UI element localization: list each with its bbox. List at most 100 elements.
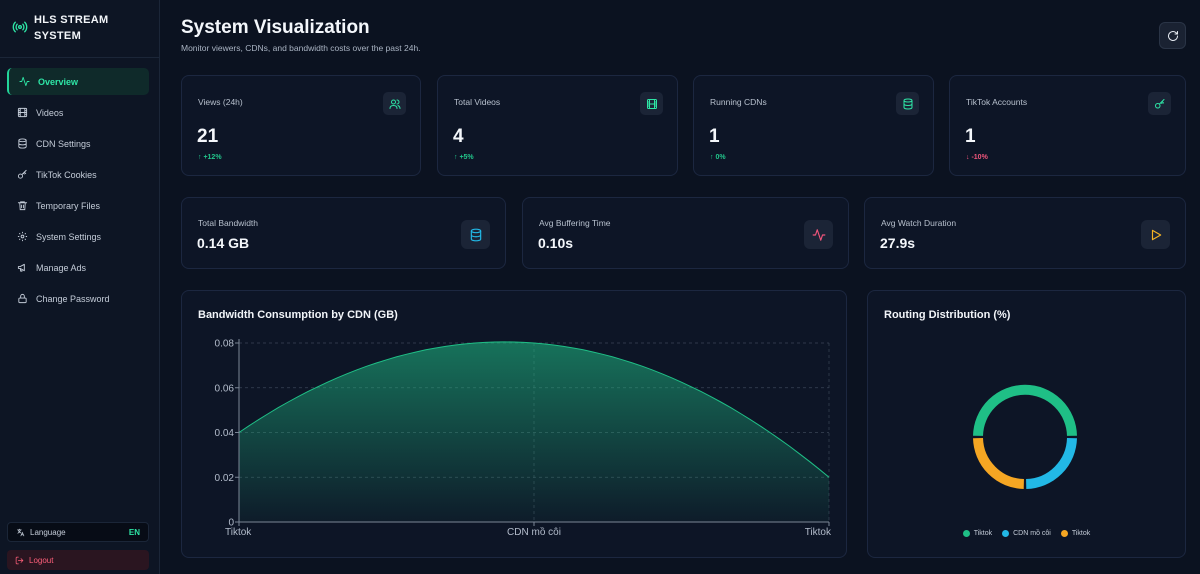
donut-slice[interactable] [973, 384, 1077, 437]
stat-label: TikTok Accounts [966, 97, 1028, 107]
sidebar-item-cdn-settings[interactable]: CDN Settings [7, 130, 149, 157]
users-icon [389, 99, 400, 109]
routing-chart-card: Routing Distribution (%) Tiktok CDN mồ c… [867, 290, 1186, 558]
chart-legend: Tiktok CDN mồ côi Tiktok [868, 530, 1185, 537]
legend-label: Tiktok [973, 530, 993, 537]
sidebar-footer: Language EN Logout [7, 522, 149, 574]
stat-label: Running CDNs [710, 97, 767, 107]
sidebar-item-label: CDN Settings [36, 138, 91, 149]
legend-item: CDN mồ côi [1002, 530, 1051, 537]
sidebar-item-label: System Settings [36, 231, 102, 242]
stat-card-total-videos: Total Videos 4 ↑ +5% [437, 75, 678, 176]
page-title: System Visualization [181, 17, 370, 38]
sidebar-item-system-settings[interactable]: System Settings [7, 223, 149, 250]
stat-card-views: Views (24h) 21 ↑ +12% [181, 75, 421, 176]
y-tick-label: 0 [228, 518, 234, 529]
brand-title-line2: SYSTEM [34, 30, 82, 42]
page-subtitle: Monitor viewers, CDNs, and bandwidth cos… [181, 43, 421, 53]
y-tick-label: 0.02 [215, 473, 235, 484]
logout-icon [15, 556, 24, 564]
x-tick-label: Tiktok [225, 527, 252, 538]
trash-icon [17, 201, 28, 211]
language-selector[interactable]: Language EN [7, 522, 149, 542]
sidebar-item-manage-ads[interactable]: Manage Ads [7, 254, 149, 281]
stat-trend: ↑ +12% [198, 154, 222, 161]
key-icon [1154, 98, 1164, 108]
metric-value: 0.10s [538, 235, 574, 251]
translate-icon [17, 528, 25, 536]
bandwidth-chart-card: Bandwidth Consumption by CDN (GB) 0.08 0.… [181, 290, 847, 558]
bandwidth-area [239, 341, 829, 522]
key-icon [17, 169, 27, 179]
refresh-button[interactable] [1159, 22, 1186, 49]
sidebar-item-label: TikTok Cookies [36, 169, 97, 180]
chart-title: Routing Distribution (%) [884, 309, 1011, 321]
x-tick-label: CDN mồ côi [507, 526, 561, 538]
y-tick-label: 0.04 [215, 428, 235, 439]
sidebar-item-label: Overview [38, 76, 79, 87]
metric-value: 27.9s [880, 235, 916, 251]
metric-label: Avg Buffering Time [539, 218, 611, 228]
donut-slice[interactable] [1025, 437, 1077, 489]
legend-label: CDN mồ côi [1013, 530, 1051, 537]
sidebar-item-videos[interactable]: Videos [7, 99, 149, 126]
play-icon [1151, 229, 1161, 240]
metric-card-total-bandwidth: Total Bandwidth 0.14 GB [181, 197, 506, 269]
megaphone-icon [17, 263, 25, 272]
metric-card-avg-watch-duration: Avg Watch Duration 27.9s [864, 197, 1186, 269]
sidebar-item-tiktok-cookies[interactable]: TikTok Cookies [7, 161, 149, 188]
database-icon [470, 228, 481, 241]
metric-card-avg-buffering: Avg Buffering Time 0.10s [522, 197, 849, 269]
gear-icon [17, 231, 28, 242]
sidebar-item-change-password[interactable]: Change Password [7, 285, 149, 312]
metric-value: 0.14 GB [197, 235, 250, 251]
logout-button[interactable]: Logout [7, 550, 149, 570]
stat-value: 1 [709, 126, 720, 147]
stat-trend: ↑ +5% [454, 154, 474, 161]
legend-swatch [962, 530, 970, 537]
x-tick-label: Tiktok [805, 527, 832, 538]
y-tick-label: 0.06 [215, 383, 235, 394]
database-icon [903, 98, 912, 110]
legend-item: Tiktok [1060, 530, 1091, 537]
sidebar-item-overview[interactable]: Overview [7, 68, 149, 95]
donut-slice[interactable] [973, 437, 1025, 489]
activity-icon [19, 76, 30, 87]
sidebar-nav: Overview Videos CDN Settings TikTok Cook… [0, 58, 159, 312]
activity-icon [812, 228, 825, 241]
stat-label: Total Videos [454, 97, 501, 107]
routing-donut-chart [973, 384, 1077, 489]
brand: HLS STREAM SYSTEM [0, 0, 159, 58]
stat-label: Views (24h) [198, 97, 243, 107]
sidebar: HLS STREAM SYSTEM Overview Videos CDN Se… [0, 0, 160, 574]
film-icon [17, 107, 28, 118]
brand-title-line1: HLS STREAM [34, 14, 109, 26]
film-icon [646, 98, 657, 109]
sidebar-item-label: Change Password [36, 293, 110, 304]
lock-icon [18, 293, 27, 304]
sidebar-item-label: Temporary Files [36, 200, 101, 211]
language-code: EN [128, 527, 140, 537]
sidebar-item-label: Manage Ads [36, 262, 87, 273]
stat-value: 1 [965, 126, 976, 147]
legend-label: Tiktok [1071, 530, 1091, 537]
sidebar-item-temporary-files[interactable]: Temporary Files [7, 192, 149, 219]
legend-item: Tiktok [962, 530, 993, 537]
bandwidth-line [238, 341, 830, 478]
logout-label: Logout [29, 555, 54, 565]
stat-trend: ↓ -10% [966, 154, 988, 161]
y-tick-label: 0.08 [215, 339, 235, 350]
language-label: Language [30, 527, 66, 537]
database-icon [18, 138, 27, 149]
broadcast-icon [12, 21, 28, 33]
stat-card-running-cdns: Running CDNs 1 ↑ 0% [693, 75, 934, 176]
sidebar-item-label: Videos [36, 107, 64, 118]
stat-card-tiktok-accounts: TikTok Accounts 1 ↓ -10% [949, 75, 1186, 176]
stat-trend: ↑ 0% [710, 154, 726, 161]
legend-swatch [1060, 530, 1068, 537]
chart-title: Bandwidth Consumption by CDN (GB) [198, 309, 398, 321]
stat-value: 4 [453, 126, 464, 147]
stat-value: 21 [197, 126, 219, 147]
metric-label: Avg Watch Duration [881, 218, 957, 228]
